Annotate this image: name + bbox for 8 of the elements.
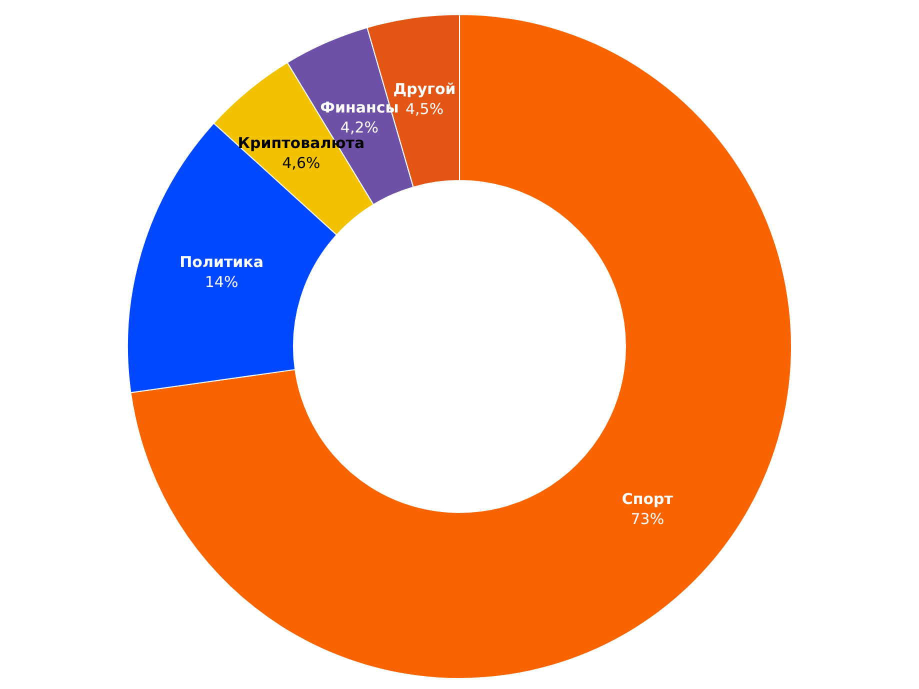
data-label: 4,2% xyxy=(340,118,379,136)
data-label: 4,6% xyxy=(282,154,320,172)
slice-label: Другой xyxy=(393,80,456,98)
slice-label: Спорт xyxy=(622,490,674,508)
data-label: 73% xyxy=(630,510,664,528)
data-label: 14% xyxy=(204,273,238,292)
data-label: 4,5% xyxy=(405,100,444,118)
slice-label: Политика xyxy=(180,253,264,272)
